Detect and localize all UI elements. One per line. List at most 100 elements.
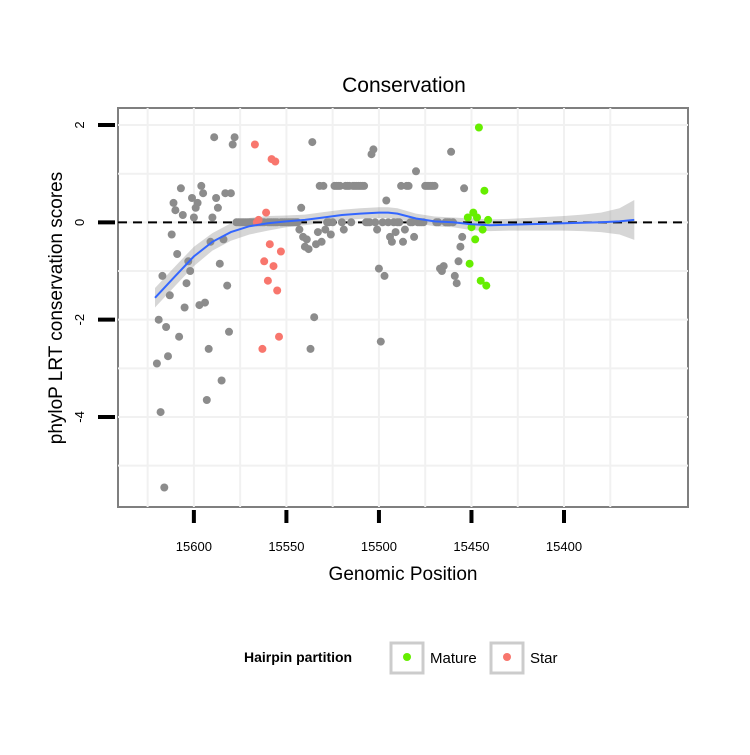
data-point-other [450,271,459,280]
data-point-other [404,181,413,190]
data-point-other [197,181,206,190]
data-point-other [180,303,189,312]
x-tick-label: 15500 [361,539,397,554]
x-tick-label: 15450 [453,539,489,554]
data-point-other [212,194,221,202]
data-point-other [302,235,311,244]
y-tick-label: -4 [72,411,87,423]
data-point-other [369,145,378,154]
data-point-other [202,396,211,404]
data-point-other [313,228,322,237]
data-point-other [154,315,163,324]
data-point-other [387,237,396,246]
smooth-fit-line [154,211,635,299]
y-tick-label: 2 [72,121,87,128]
data-point-other [164,352,172,361]
data-point-other [376,337,385,346]
x-tick-label: 15400 [546,539,582,554]
data-point-other [373,225,382,234]
x-axis-label: Genomic Position [329,564,478,585]
data-point-other [395,218,404,227]
data-point-other [210,133,219,142]
data-point-mature [465,259,474,268]
legend-dot-mature [403,653,411,661]
smooth-confidence-band [155,200,635,308]
data-point-other [165,291,174,300]
data-point-other [382,196,391,205]
data-point-other [308,138,317,147]
data-point-star [254,215,263,224]
data-point-other [230,133,239,142]
data-point-other [223,281,232,290]
data-point-other [169,198,178,207]
data-point-other [410,232,419,241]
data-point-other [456,242,465,251]
data-point-other [193,198,202,207]
data-point-star [269,262,278,271]
legend: Hairpin partition Mature Star [244,641,558,675]
data-point-other [199,189,208,198]
data-point-other [167,230,176,239]
y-tick-label: 0 [72,219,87,226]
data-point-other [189,213,198,222]
y-axis-label: phyloP LRT conservation scores [46,172,67,445]
data-point-other [337,218,346,227]
data-point-other [152,359,161,368]
data-point-other [399,237,407,246]
data-point-other [452,279,461,288]
data-point-other [319,181,328,190]
data-point-other [400,225,409,234]
legend-label-star: Star [530,650,558,667]
data-point-star [263,276,272,285]
data-point-other [158,271,167,280]
data-point-mature [480,186,489,195]
data-point-other [439,262,448,271]
data-point-star [260,257,269,266]
data-point-other [458,232,467,241]
data-point-other [397,181,406,190]
data-point-other [412,167,420,176]
data-point-other [176,184,185,193]
data-point-other [326,230,335,239]
data-point-mature [482,281,491,290]
data-point-star [275,332,283,341]
data-point-other [186,267,195,275]
data-point-other [408,218,417,227]
data-point-mature [473,213,481,222]
data-point-star [262,208,271,217]
data-point-other [160,483,169,492]
data-point-other [374,264,383,273]
y-tick-label: -2 [72,314,87,326]
data-point-other [175,332,184,341]
data-point-other [310,313,319,322]
data-point-other [213,203,222,212]
data-point-other [328,218,337,227]
smooth-line-layer [154,211,635,299]
legend-dot-star [503,653,511,661]
data-point-star [276,247,285,256]
axes-layer: 15600 15550 15500 15450 15400 2 0 -2 -4 [72,121,582,554]
data-point-mature [478,225,487,234]
data-point-other [162,323,171,331]
data-point-other [321,225,330,234]
data-point-other [339,225,348,234]
data-point-other [317,237,326,246]
data-point-mature [463,213,472,222]
data-point-other [182,279,191,288]
data-point-other [171,206,180,215]
data-point-other [380,271,389,280]
data-point-other [215,259,224,268]
data-point-other [204,344,213,353]
data-point-mature [474,123,483,132]
data-point-other [460,184,469,193]
data-point-other [360,181,369,190]
data-point-other [454,257,463,266]
data-point-other [221,189,230,198]
data-point-other [295,225,304,234]
data-point-mature [476,276,485,285]
data-point-other [430,181,439,190]
data-point-star [250,140,259,149]
data-point-other [391,228,400,237]
